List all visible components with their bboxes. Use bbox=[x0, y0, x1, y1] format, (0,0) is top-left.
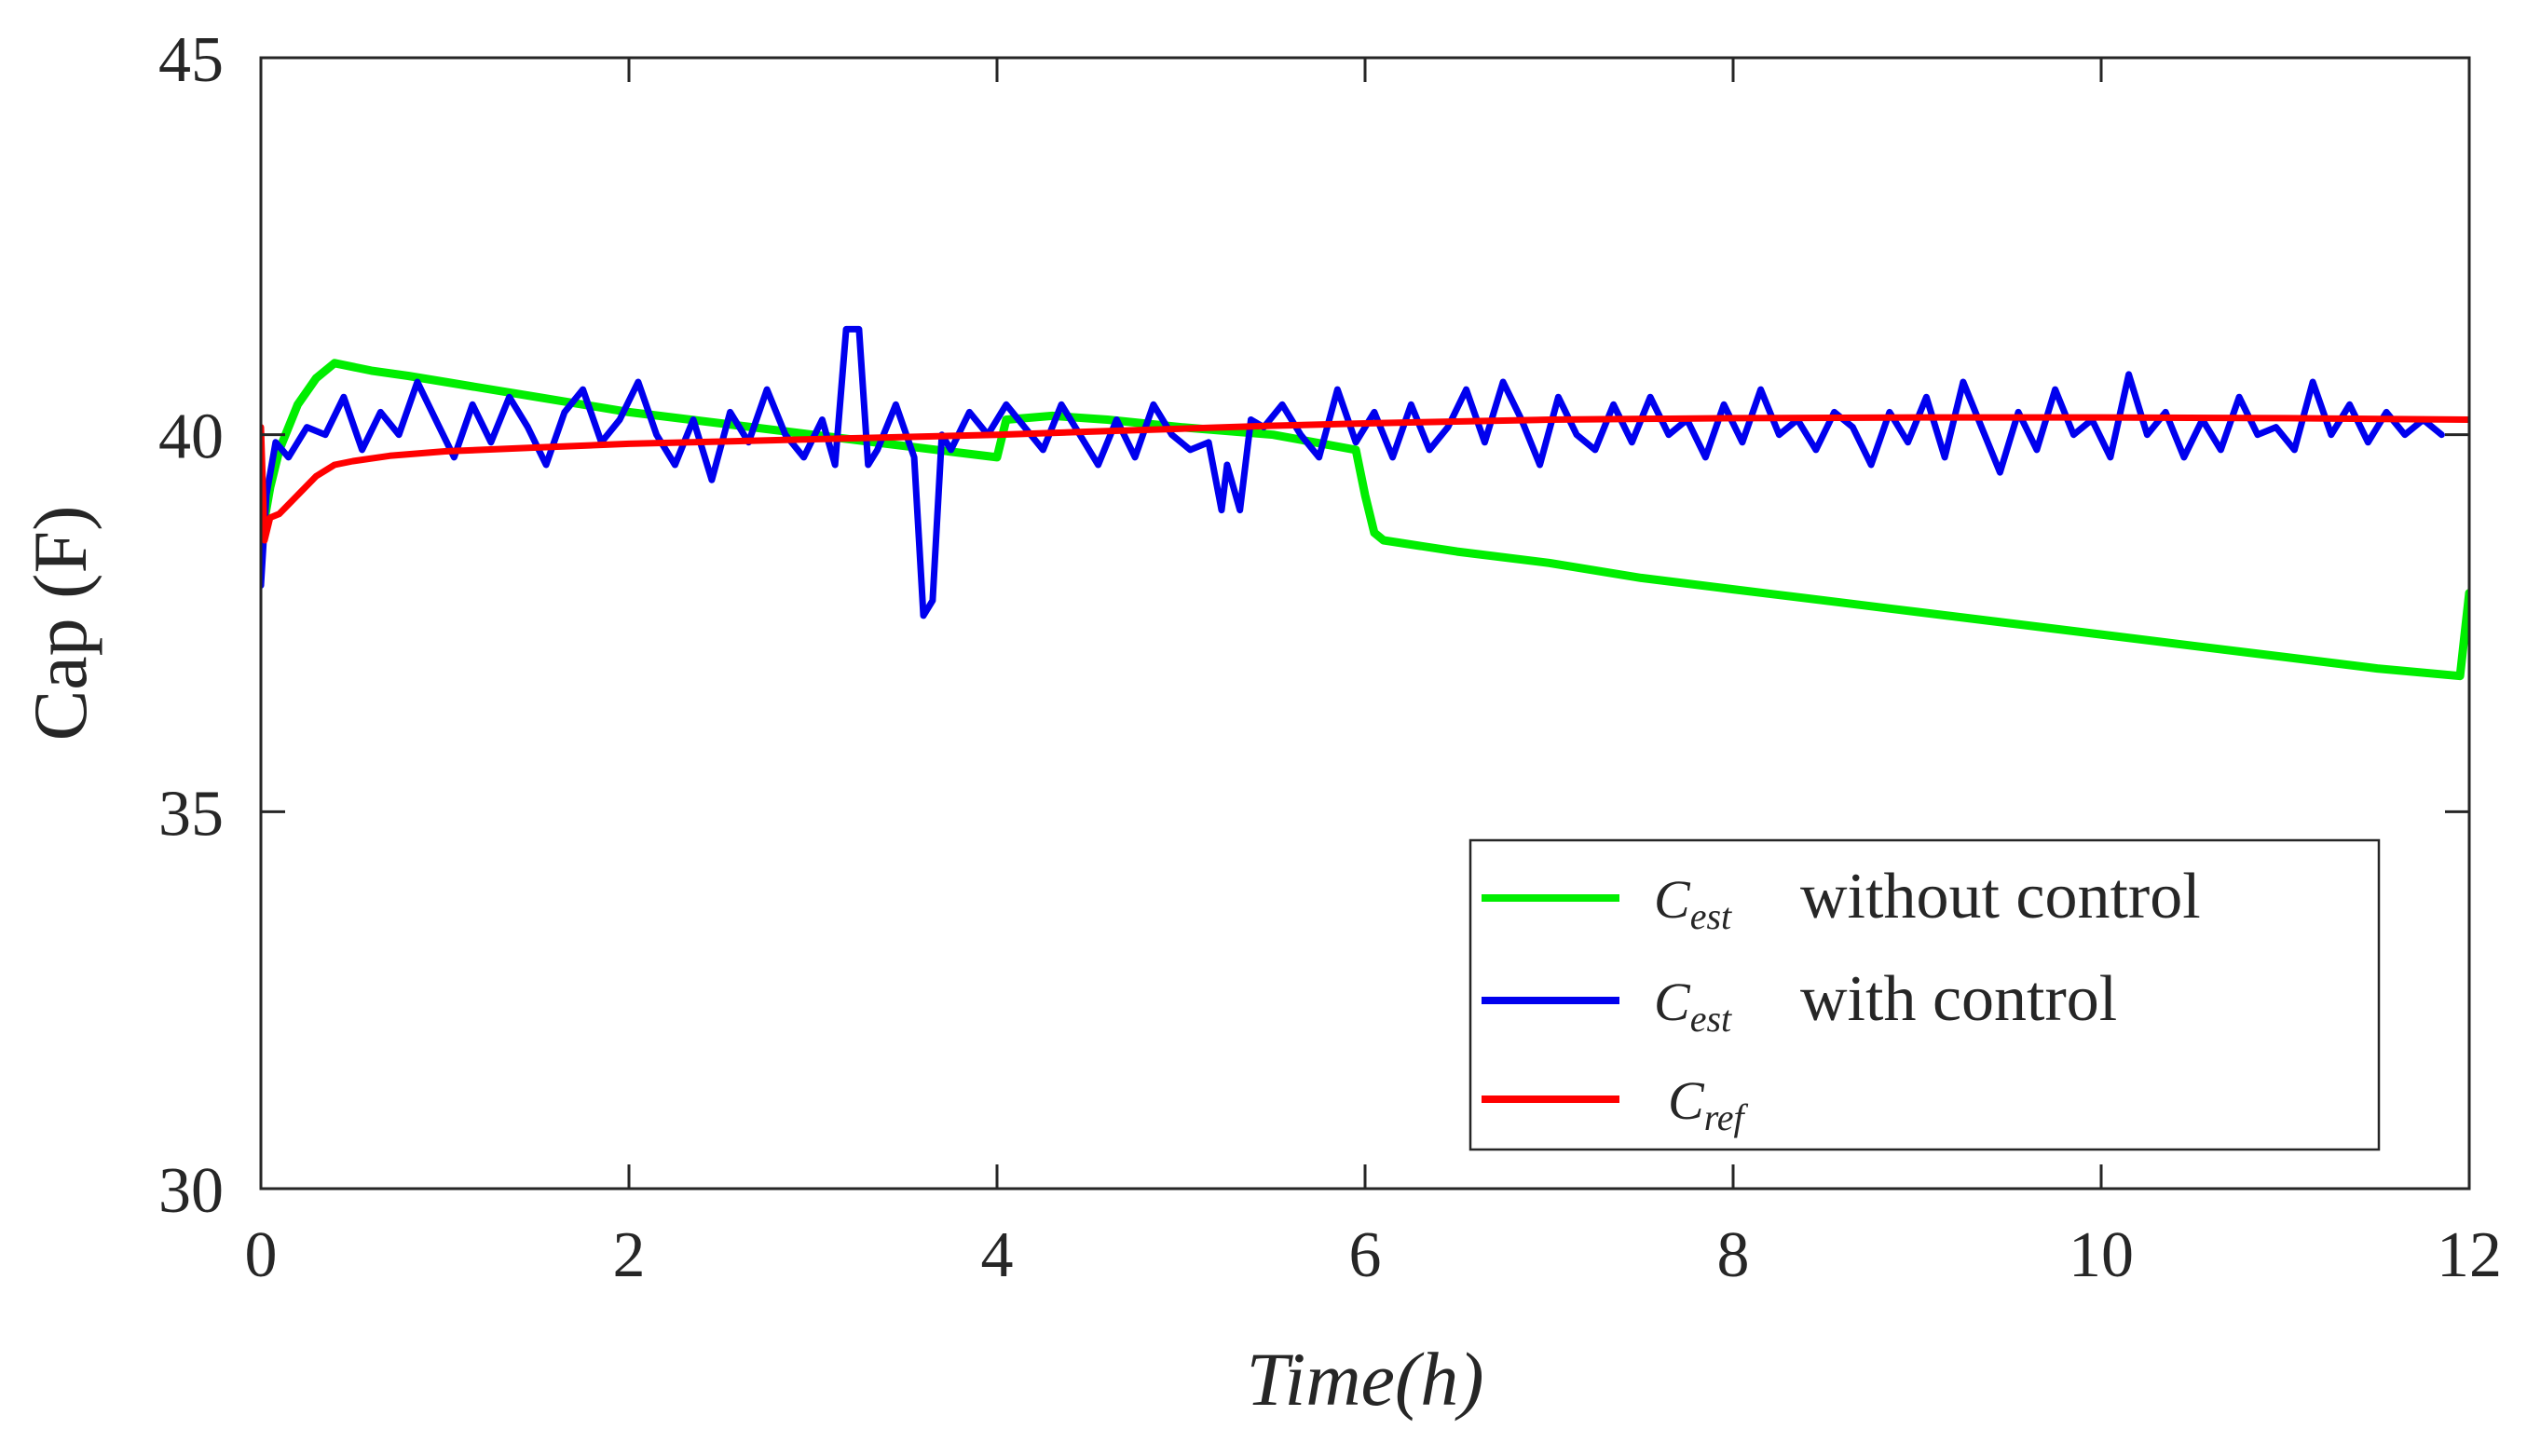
legend-entry-without-control: Cest without control bbox=[1482, 861, 2201, 937]
legend: Cest without control Cest with control C… bbox=[1468, 838, 2381, 1151]
y-tick-label: 45 bbox=[158, 24, 224, 96]
x-tick-label: 8 bbox=[1717, 1219, 1750, 1291]
legend-entry-ref: Cref bbox=[1482, 1070, 1749, 1138]
x-tick-label: 10 bbox=[2069, 1219, 2134, 1291]
legend-label: with control bbox=[1800, 963, 2117, 1035]
legend-subscript: ref bbox=[1704, 1096, 1749, 1138]
legend-symbol-text: Cref bbox=[1668, 1070, 1749, 1138]
x-tick-label: 4 bbox=[981, 1219, 1014, 1291]
legend-label: without control bbox=[1800, 861, 2201, 932]
x-tick-label: 2 bbox=[613, 1219, 646, 1291]
tick-layer: 0 2 4 6 8 10 12 30 35 40 45 bbox=[158, 24, 2502, 1291]
y-tick-label: 35 bbox=[158, 778, 224, 850]
series-line-2 bbox=[261, 414, 2469, 544]
legend-subscript: est bbox=[1690, 895, 1732, 937]
x-tick-label: 12 bbox=[2437, 1219, 2502, 1291]
legend-box bbox=[1468, 838, 2381, 1151]
legend-subscript: est bbox=[1690, 998, 1732, 1040]
legend-symbol: C bbox=[1654, 972, 1691, 1032]
x-tick-label: 0 bbox=[245, 1219, 278, 1291]
legend-symbol-text: Cest bbox=[1654, 869, 1732, 937]
legend-symbol-text: Cest bbox=[1654, 972, 1732, 1040]
legend-symbol: C bbox=[1654, 869, 1691, 930]
series-layer bbox=[261, 325, 2469, 681]
y-tick-label: 40 bbox=[158, 401, 224, 473]
y-axis-label: Cap (F) bbox=[18, 506, 102, 742]
x-axis-label: Time(h) bbox=[1246, 1337, 1483, 1422]
legend-entry-with-control: Cest with control bbox=[1482, 963, 2117, 1040]
series-line-1 bbox=[261, 325, 2445, 619]
y-tick-label: 30 bbox=[158, 1155, 224, 1227]
x-tick-label: 6 bbox=[1349, 1219, 1382, 1291]
legend-symbol: C bbox=[1668, 1070, 1705, 1131]
